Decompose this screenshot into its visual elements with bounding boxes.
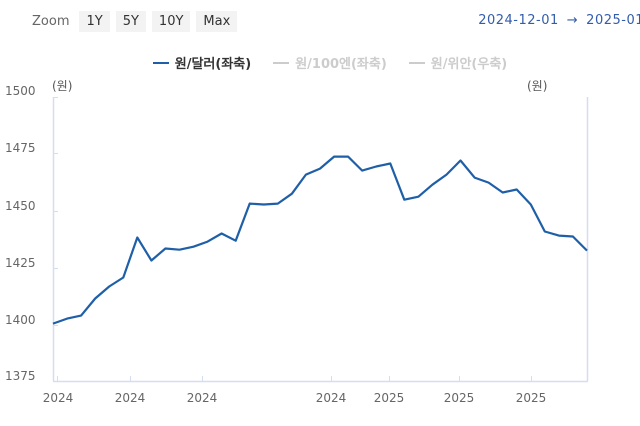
range-end[interactable]: 2025-01	[586, 13, 640, 28]
legend-label: 원/100엔(좌축)	[295, 57, 387, 72]
y-tick-label: 1375	[5, 369, 36, 383]
series-line-usd-krw[interactable]	[52, 155, 588, 325]
legend-line-icon	[408, 61, 425, 64]
x-tick-label: 2025	[516, 391, 547, 405]
right-axis-unit: (원)	[527, 79, 547, 93]
x-tick-label: 2024	[316, 391, 347, 405]
x-tick-label: 2024	[187, 391, 218, 405]
zoom-label: Zoom	[32, 14, 70, 29]
y-tick-label: 1400	[5, 313, 36, 327]
left-axis-unit: (원)	[52, 79, 72, 93]
date-range: 2024-12-01 → 2025-01	[478, 13, 640, 28]
zoom-1y-button[interactable]: 1Y	[79, 11, 110, 32]
zoom-max-button[interactable]: Max	[196, 11, 238, 32]
legend-item-usd[interactable]: 원/달러(좌축)	[152, 53, 252, 72]
legend-item-jpy[interactable]: 원/100엔(좌축)	[273, 53, 387, 72]
x-tick-label: 2024	[115, 391, 146, 405]
x-tick-label: 2025	[374, 391, 405, 405]
y-tick-label: 1425	[5, 256, 36, 270]
x-tick-label: 2025	[444, 391, 475, 405]
zoom-10y-button[interactable]: 10Y	[151, 11, 191, 32]
range-start[interactable]: 2024-12-01	[478, 13, 559, 28]
legend-label: 원/위안(우축)	[430, 57, 508, 72]
legend-label: 원/달러(좌축)	[174, 57, 252, 72]
y-tick-marks	[53, 97, 58, 326]
legend-line-icon	[273, 61, 290, 64]
x-tick-label: 2024	[43, 391, 74, 405]
legend-item-cny[interactable]: 원/위안(우축)	[408, 53, 508, 72]
zoom-bar: Zoom 1Y 5Y 10Y Max	[32, 11, 238, 32]
range-arrow-icon: →	[566, 13, 579, 28]
x-tick-marks	[57, 376, 532, 381]
legend-line-icon	[152, 61, 169, 64]
y-tick-label: 1475	[5, 141, 36, 155]
y-tick-label: 1500	[5, 84, 36, 98]
chart-legend: 원/달러(좌축) 원/100엔(좌축) 원/위안(우축)	[0, 53, 640, 72]
y-tick-label: 1450	[5, 199, 36, 213]
zoom-5y-button[interactable]: 5Y	[115, 11, 146, 32]
